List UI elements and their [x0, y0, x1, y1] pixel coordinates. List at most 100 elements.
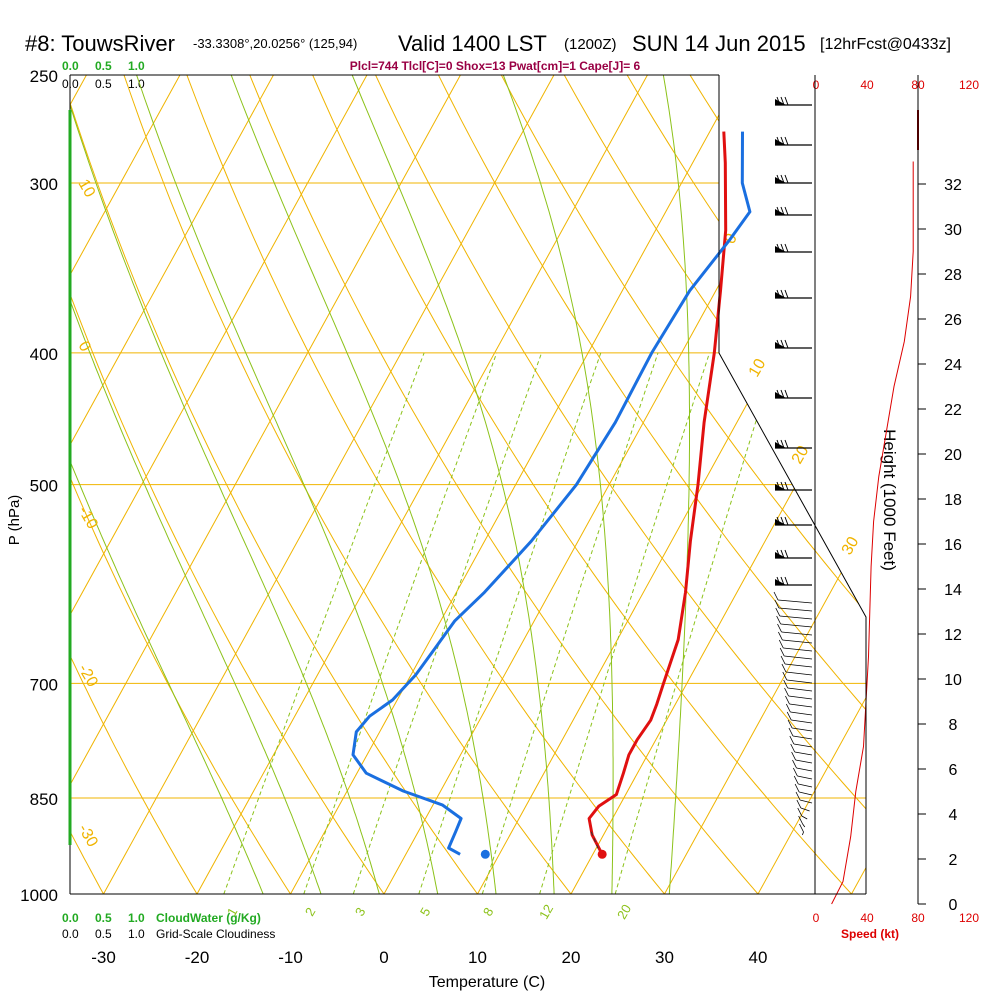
temperature-tick-label: -20	[185, 948, 210, 967]
wind-barb-low	[801, 815, 808, 820]
isotherm-line	[274, 75, 814, 894]
mixing-ratio-label: 2	[302, 905, 319, 919]
wind-barb-feather	[780, 96, 785, 106]
wind-barb-feather	[774, 599, 780, 609]
stability-indices: Plcl=744 Tlcl[C]=0 Shox=13 Pwat[cm]=1 Ca…	[350, 59, 641, 73]
wind-barb-feather	[791, 751, 796, 761]
wind-speed-line	[831, 161, 914, 905]
plot-right-border	[718, 75, 867, 894]
wind-barb-feather	[780, 243, 785, 253]
cloud-water-tick: 0.5	[95, 59, 112, 73]
temperature-tick-label: 0	[379, 948, 388, 967]
pressure-tick-label: 300	[30, 175, 58, 194]
wind-barb-low	[782, 639, 813, 644]
wind-barb-feather	[786, 711, 792, 721]
mixing-ratio-line	[481, 352, 659, 894]
isotherm-line	[929, 0, 1000, 923]
wind-barb-feather	[784, 516, 789, 526]
dry-adiabat-label: 20	[789, 443, 813, 467]
wind-barb-low	[787, 687, 813, 692]
dry-adiabat-label: 0	[75, 339, 94, 355]
temperature-tick-label: 20	[562, 948, 581, 967]
wind-barb-pennant	[775, 552, 786, 558]
dry-adiabat-line	[613, 75, 866, 894]
wind-barb-low	[792, 727, 813, 732]
pressure-tick-label: 700	[30, 675, 58, 694]
dry-adiabat-line	[200, 75, 784, 894]
wind-barb-feather	[780, 389, 785, 399]
wind-barb-feather	[776, 576, 781, 586]
mixing-ratio-label: 8	[480, 905, 497, 919]
wind-barb-feather	[776, 516, 781, 526]
moist-adiabat-line	[451, 75, 614, 894]
isotherm-line	[70, 75, 534, 894]
wind-barb-feather	[799, 823, 804, 833]
wind-barb-feather	[788, 727, 794, 737]
height-tick-label: 22	[944, 402, 962, 419]
wind-barb-feather	[780, 549, 785, 559]
wind-barb-feather	[780, 439, 785, 449]
wind-barb-feather	[785, 703, 791, 713]
wind-barb-low	[780, 623, 813, 628]
wind-barb-feather	[780, 339, 785, 349]
cloud-cover-tick: 1.0	[128, 77, 145, 91]
height-tick-label: 18	[944, 492, 962, 509]
cloud-cover-label: Grid-Scale Cloudiness	[156, 927, 275, 941]
temperature-tick-label: 40	[749, 948, 768, 967]
wind-barb-low	[786, 679, 813, 684]
isotherm-line	[0, 0, 65, 923]
station-title: #8: TouwsRiver	[25, 31, 175, 56]
wind-barb-feather	[784, 243, 789, 253]
wind-barb-feather	[776, 206, 781, 216]
wind-barb-low	[798, 783, 813, 788]
wind-barb-feather	[773, 591, 779, 601]
wind-barb-low	[779, 615, 813, 620]
wind-barb-feather	[784, 481, 789, 491]
temperature-tick-label: -30	[91, 948, 116, 967]
wind-barb-low	[797, 775, 813, 780]
cloud-cover-tick: 0.5	[95, 927, 112, 941]
moist-adiabat-line	[633, 75, 690, 894]
pressure-tick-label: 250	[30, 67, 58, 86]
wind-barb-feather	[798, 815, 803, 825]
height-tick-label: 10	[944, 672, 962, 689]
wind-barb-pennant	[775, 246, 786, 252]
wind-barb-feather	[784, 289, 789, 299]
dry-adiabat-label: -20	[75, 662, 101, 691]
cloud-cover-tick: 0.5	[95, 77, 112, 91]
wind-barb-pennant	[775, 342, 786, 348]
wind-barb-feather	[795, 791, 801, 801]
moist-adiabat-line	[70, 75, 276, 894]
height-tick-label: 16	[944, 537, 962, 554]
moist-adiabat-line	[70, 75, 332, 894]
pressure-tick-label: 1000	[20, 886, 58, 905]
height-tick-label: 8	[949, 717, 958, 734]
wind-barb-feather	[780, 481, 785, 491]
height-tick-label: 32	[944, 177, 962, 194]
wind-barb-feather	[778, 631, 783, 641]
cloud-water-tick: 1.0	[128, 911, 145, 925]
wind-barb-feather	[776, 481, 781, 491]
valid-time: Valid 1400 LST	[398, 31, 547, 56]
wind-barb-low	[792, 735, 813, 740]
speed-tick: 80	[911, 911, 925, 925]
wind-barb-feather	[793, 767, 798, 777]
mixing-ratio-line	[539, 352, 710, 894]
wind-barb-low	[784, 655, 813, 660]
speed-tick: 120	[959, 78, 979, 92]
dry-adiabat-label: 30	[839, 534, 863, 558]
dry-adiabat-line	[259, 75, 866, 894]
dry-adiabat-line	[70, 75, 121, 894]
wind-barb-feather	[784, 549, 789, 559]
speed-scale-top: 0 40 80 120	[813, 78, 980, 92]
wind-barb-pennant	[775, 177, 786, 183]
wind-barb-feather	[780, 516, 785, 526]
height-tick-label: 26	[944, 312, 962, 329]
height-tick-label: 24	[944, 357, 962, 374]
dry-adiabat-label: -10	[75, 504, 101, 533]
wind-barb-feather	[784, 439, 789, 449]
wind-barb-pennant	[775, 292, 786, 298]
isotherm-line	[648, 75, 866, 894]
wind-barb-feather	[784, 576, 789, 586]
wind-barb-feather	[776, 289, 781, 299]
